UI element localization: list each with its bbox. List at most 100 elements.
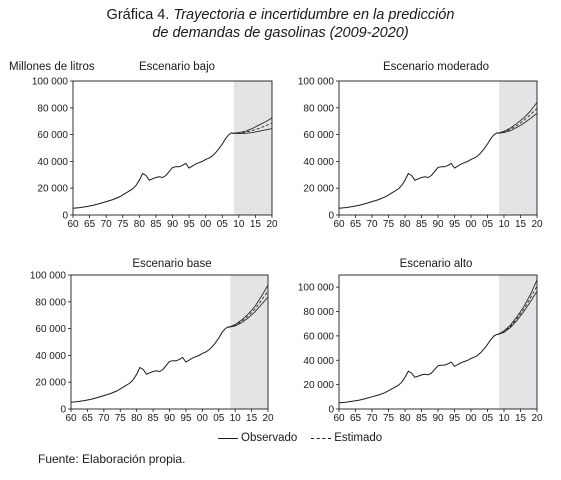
y-tick-label: 20 000: [37, 184, 68, 195]
forecast-band: [499, 275, 537, 409]
x-tick-label: 10: [498, 219, 510, 230]
y-tick-label: 100 000: [32, 77, 69, 88]
x-tick-label: 70: [98, 413, 110, 424]
observed-line: [338, 333, 498, 404]
y-tick-label: 40 000: [37, 157, 68, 168]
legend-item-observed: Observado: [218, 432, 297, 444]
y-tick-label: 60 000: [303, 331, 334, 342]
estimated-line: [228, 290, 269, 328]
x-tick-label: 05: [482, 413, 494, 424]
chart-title-alto: Escenario alto: [399, 258, 473, 270]
x-tick-label: 65: [350, 219, 362, 230]
legend-swatch-observed: [218, 437, 238, 439]
x-tick-label: 70: [101, 219, 113, 230]
estimated-line: [497, 108, 538, 134]
x-tick-label: 95: [449, 219, 461, 230]
chart-title-base: Escenario base: [132, 258, 212, 270]
estimated-line: [232, 128, 273, 134]
y-tick-label: 20 000: [35, 378, 66, 389]
x-tick-label: 75: [383, 413, 395, 424]
y-tick-label: 0: [328, 405, 334, 416]
estimated-line: [497, 285, 538, 336]
x-tick-label: 65: [82, 413, 94, 424]
figure-title: Gráfica 4. Trayectoria e incertidumbre e…: [0, 6, 561, 42]
x-tick-label: 75: [115, 413, 127, 424]
forecast-band: [230, 275, 268, 409]
legend-item-estimated: Estimado: [311, 432, 382, 444]
x-tick-label: 90: [164, 413, 176, 424]
figure-title-line1: Trayectoria e incertidumbre en la predic…: [173, 7, 455, 23]
y-tick-label: 100 000: [30, 271, 67, 282]
x-tick-label: 60: [65, 413, 77, 424]
x-tick-label: 80: [131, 413, 143, 424]
x-tick-label: 05: [482, 219, 494, 230]
y-tick-label: 0: [60, 405, 66, 416]
observed-line: [70, 326, 229, 403]
source-note: Fuente: Elaboración propia.: [38, 452, 186, 466]
x-tick-label: 10: [233, 219, 245, 230]
x-tick-label: 80: [399, 413, 411, 424]
x-tick-label: 60: [333, 219, 345, 230]
figure-title-prefix: Gráfica 4.: [106, 7, 170, 23]
x-tick-label: 85: [416, 219, 428, 230]
y-unit-label: Millones de litros: [9, 61, 95, 73]
estimated-line: [497, 112, 538, 134]
y-tick-label: 60 000: [37, 130, 68, 141]
y-tick-label: 80 000: [303, 103, 334, 114]
y-tick-label: 80 000: [35, 297, 66, 308]
x-tick-label: 00: [200, 219, 212, 230]
figure-title-line2: de demandas de gasolinas (2009-2020): [152, 25, 409, 41]
x-tick-label: 20: [266, 219, 278, 230]
y-tick-label: 80 000: [303, 307, 334, 318]
legend-swatch-estimated: [311, 437, 332, 439]
x-tick-label: 95: [449, 413, 461, 424]
y-tick-label: 0: [328, 211, 334, 222]
estimated-line: [497, 279, 538, 336]
x-tick-label: 00: [197, 413, 209, 424]
y-tick-label: 40 000: [303, 157, 334, 168]
y-tick-label: 60 000: [303, 130, 334, 141]
x-tick-label: 00: [465, 219, 477, 230]
x-tick-label: 05: [213, 413, 225, 424]
x-tick-label: 85: [416, 413, 428, 424]
x-tick-label: 00: [465, 413, 477, 424]
y-tick-label: 20 000: [303, 184, 334, 195]
x-tick-label: 15: [250, 219, 262, 230]
x-tick-label: 75: [117, 219, 129, 230]
estimated-line: [497, 102, 538, 134]
y-tick-label: 20 000: [303, 380, 334, 391]
x-tick-label: 65: [84, 219, 96, 230]
x-tick-label: 95: [184, 219, 196, 230]
y-tick-label: 100 000: [298, 77, 335, 88]
x-tick-label: 80: [399, 219, 411, 230]
forecast-band: [499, 81, 537, 215]
x-tick-label: 05: [217, 219, 229, 230]
x-tick-label: 70: [366, 413, 378, 424]
x-tick-label: 15: [246, 413, 258, 424]
x-tick-label: 20: [262, 413, 274, 424]
x-tick-label: 20: [531, 413, 543, 424]
x-tick-label: 75: [383, 219, 395, 230]
chart-title-moderado: Escenario moderado: [382, 61, 490, 73]
x-tick-label: 10: [230, 413, 242, 424]
x-tick-label: 80: [134, 219, 146, 230]
legend-label-estimated: Estimado: [334, 432, 383, 444]
observed-line: [72, 132, 233, 209]
x-tick-label: 60: [67, 219, 79, 230]
x-tick-label: 95: [180, 413, 192, 424]
x-tick-label: 60: [333, 413, 345, 424]
x-tick-label: 90: [432, 413, 444, 424]
y-tick-label: 0: [62, 211, 68, 222]
x-tick-label: 85: [148, 413, 160, 424]
x-tick-label: 85: [150, 219, 162, 230]
x-tick-label: 90: [167, 219, 179, 230]
forecast-band: [233, 81, 272, 215]
chart-title-bajo: Escenario bajo: [138, 61, 216, 73]
y-tick-label: 40 000: [303, 356, 334, 367]
x-tick-label: 65: [350, 413, 362, 424]
legend-label-observed: Observado: [241, 432, 298, 444]
x-tick-label: 90: [432, 219, 444, 230]
estimated-line: [228, 284, 269, 328]
x-tick-label: 15: [515, 413, 527, 424]
